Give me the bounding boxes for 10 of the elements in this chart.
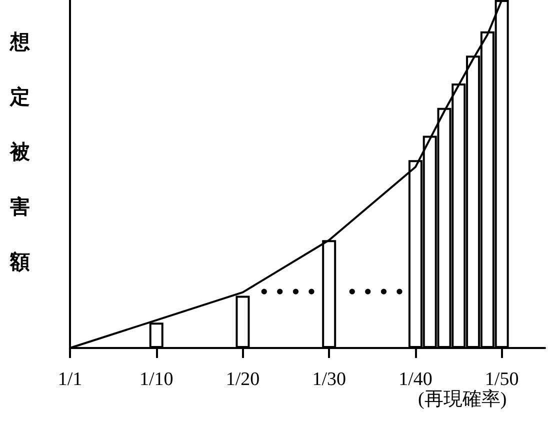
x-tick-label: 1/20 — [226, 369, 260, 390]
x-axis-title: (再現確率) — [418, 388, 507, 410]
x-tick-label: 1/40 — [398, 369, 432, 390]
x-tick-label: 1/10 — [139, 369, 174, 390]
x-tick-label: 1/50 — [484, 369, 519, 390]
annotation: • • • • — [259, 282, 317, 302]
x-tick-label: 1/1 — [58, 369, 82, 390]
text: 想定被害額 — [10, 30, 30, 274]
annotation: • • • • — [347, 282, 405, 302]
x-tick-label: 1/30 — [312, 369, 346, 390]
